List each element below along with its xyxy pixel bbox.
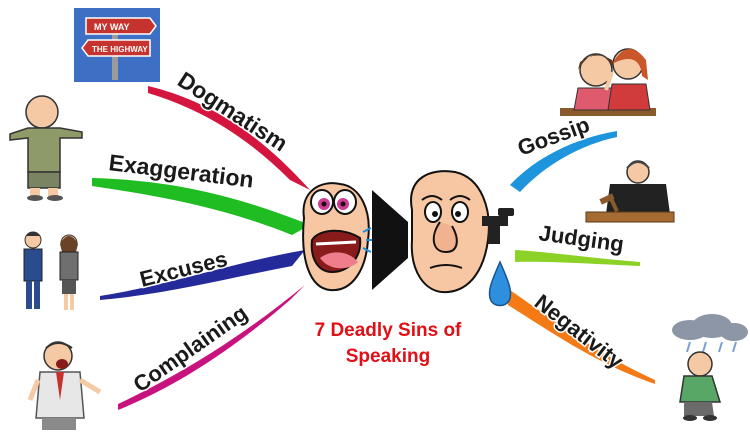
branch-judging bbox=[515, 250, 640, 266]
branch-exaggeration bbox=[92, 178, 310, 235]
listening-face-icon bbox=[410, 170, 490, 294]
label-negativity: Negativity bbox=[530, 289, 629, 374]
road-signs-icon: MY WAY THE HIGHWAY bbox=[74, 8, 160, 82]
branch-complaining bbox=[118, 285, 305, 410]
rain-cloud-man-icon bbox=[672, 314, 748, 421]
shrugging-man-icon bbox=[9, 95, 83, 201]
water-drop-icon bbox=[488, 260, 512, 307]
speaking-face-icon bbox=[302, 182, 375, 292]
branch-negativity bbox=[508, 290, 655, 384]
cone-ear-shape bbox=[372, 190, 408, 290]
judge-with-gavel-icon bbox=[585, 160, 675, 223]
diagram-title-line1: 7 Deadly Sins of bbox=[315, 320, 462, 341]
label-judging: Judging bbox=[537, 220, 625, 257]
business-couple-icon bbox=[23, 231, 79, 310]
branch-excuses bbox=[100, 250, 305, 300]
branches bbox=[92, 86, 655, 410]
faucet-icon bbox=[482, 208, 514, 244]
whispering-women-icon bbox=[560, 48, 656, 116]
diagram-title-line2: Speaking bbox=[346, 346, 430, 367]
sign-my-way: MY WAY bbox=[94, 22, 130, 32]
label-complaining: Complaining bbox=[129, 300, 252, 397]
shouting-man-icon bbox=[27, 341, 102, 430]
label-dogmatism: Dogmatism bbox=[173, 66, 292, 156]
branch-dogmatism bbox=[148, 86, 310, 190]
branch-gossip bbox=[510, 131, 617, 192]
sign-the-highway: THE HIGHWAY bbox=[92, 45, 148, 54]
